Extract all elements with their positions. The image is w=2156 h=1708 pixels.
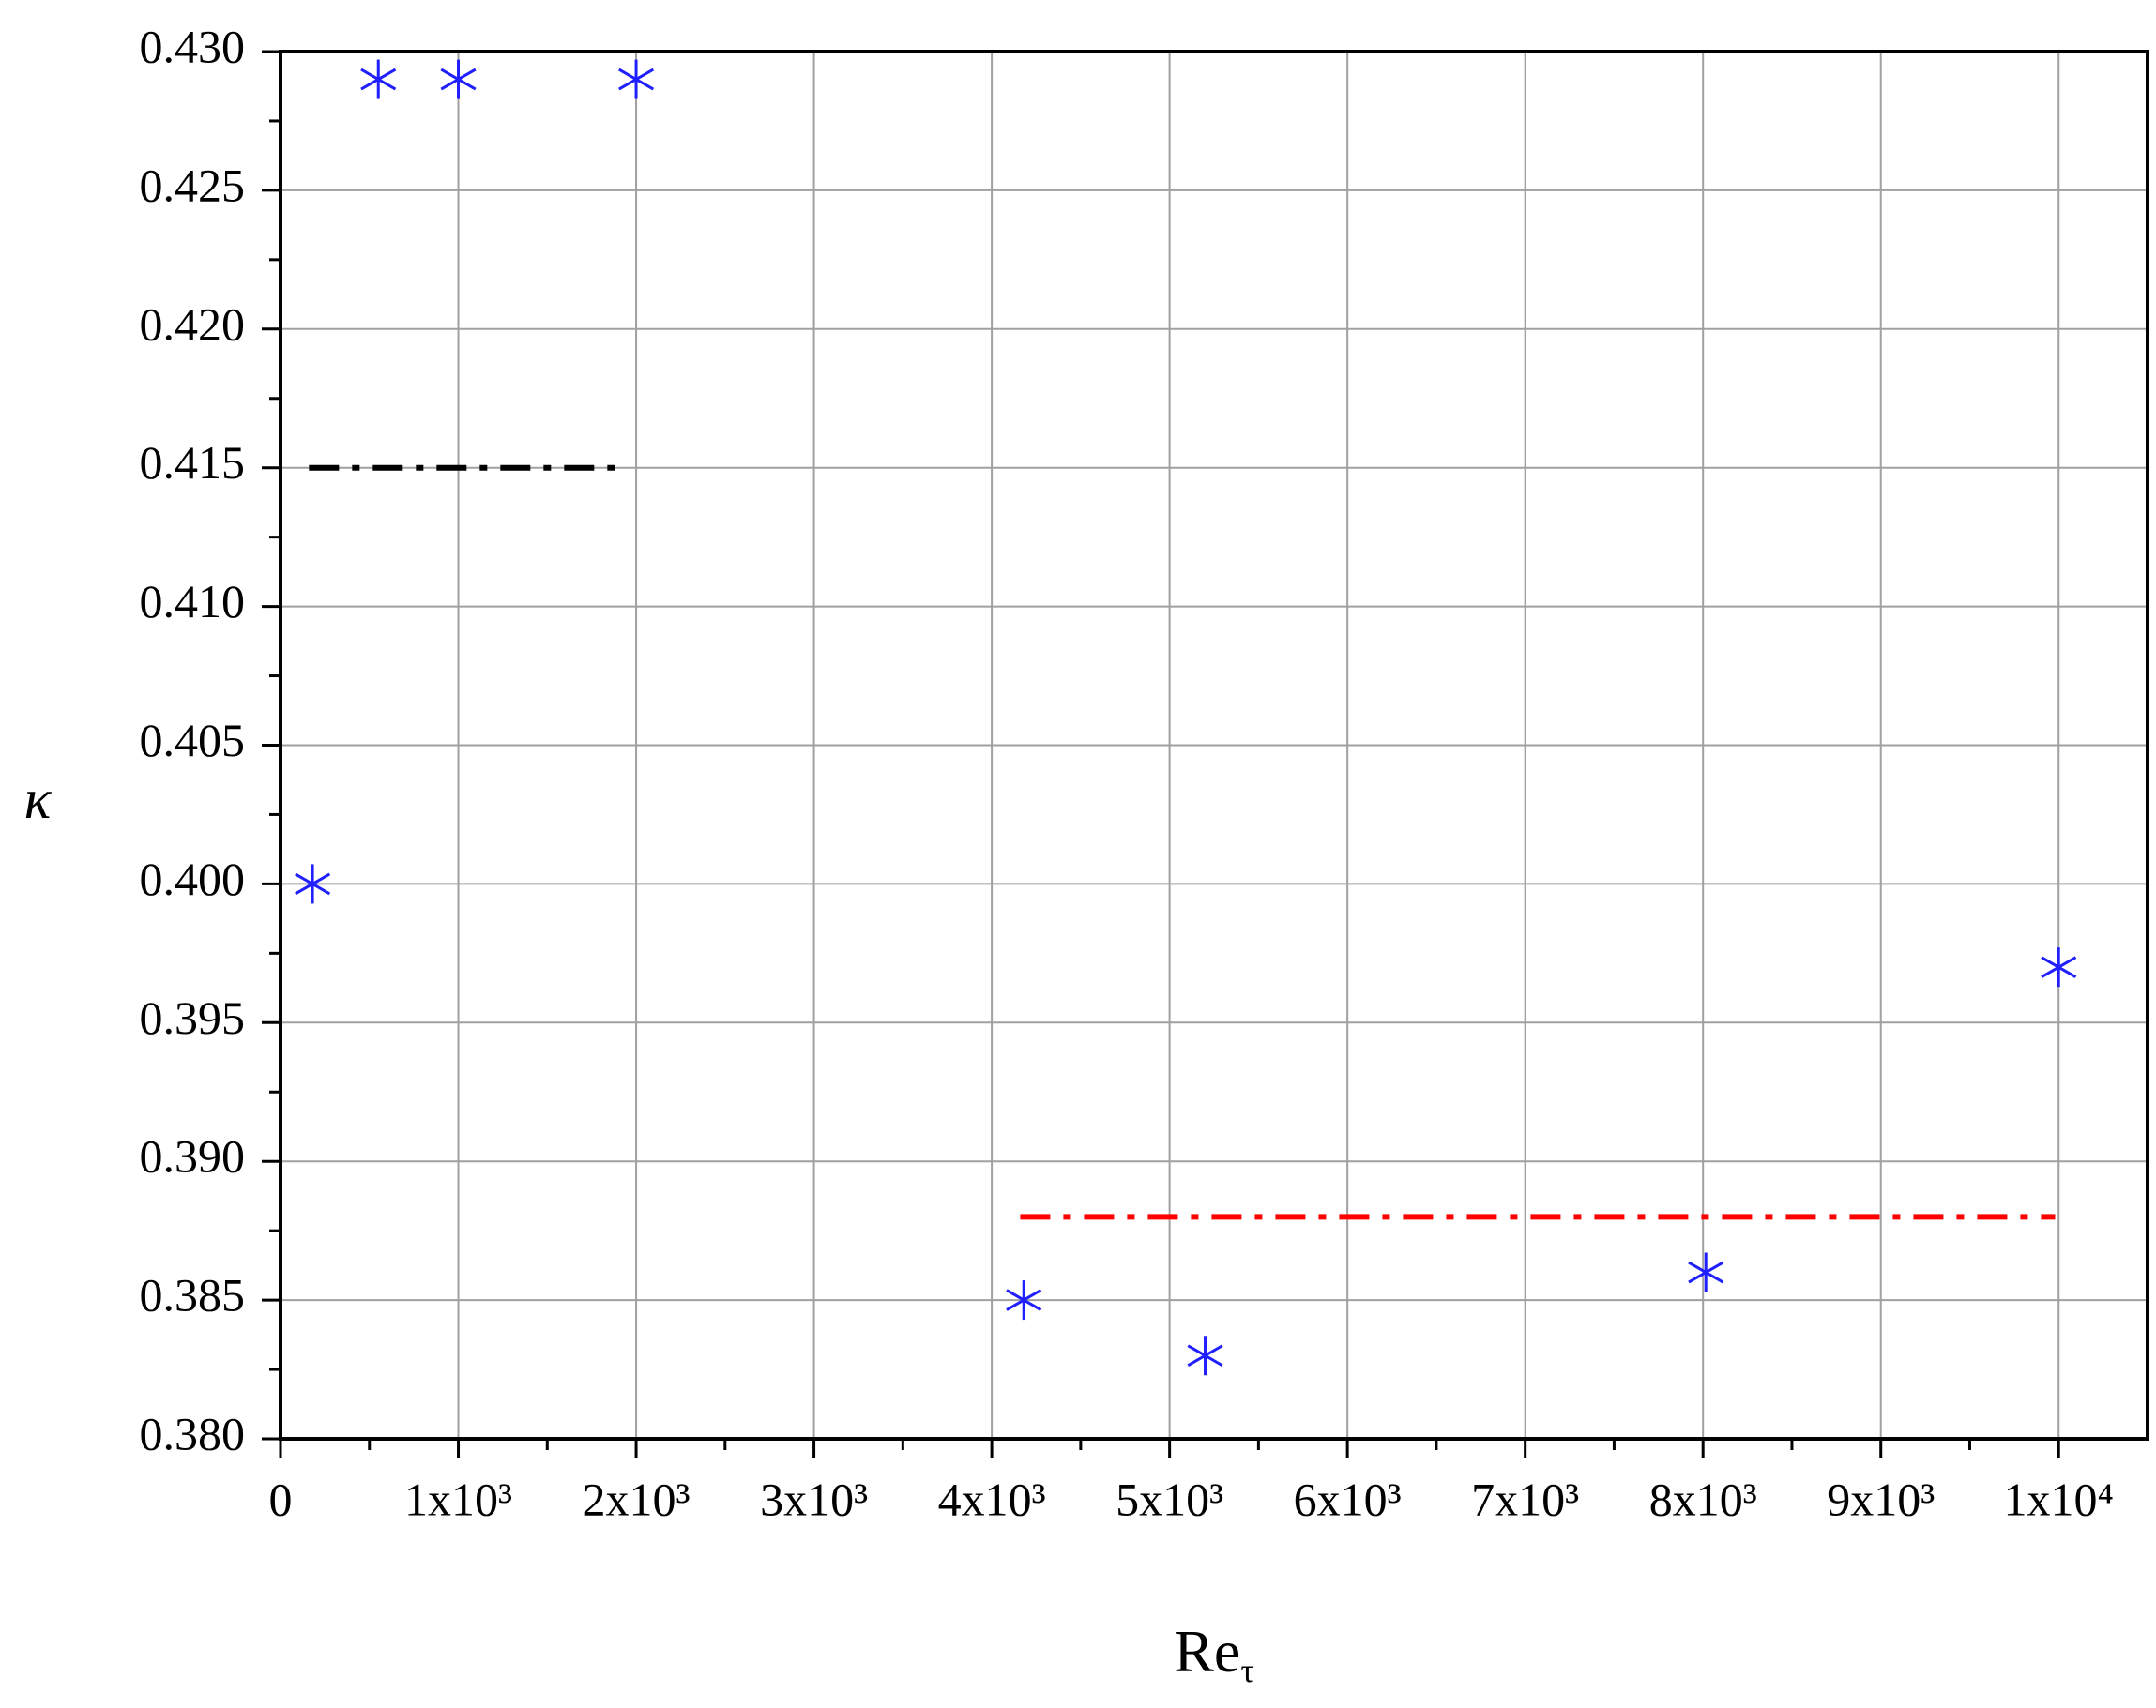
asterisk-marker [1688,1252,1724,1292]
marker-stroke [295,872,331,896]
marker-stroke [2041,956,2077,978]
y-axis-label: κ [24,768,53,830]
marker-stroke [440,68,477,91]
x-tick-label: 0 [269,1473,293,1525]
x-tick-label: 4x10³ [938,1473,1046,1525]
x-label-subscript: τ [1240,1652,1253,1689]
plot-frame [279,50,2149,1441]
y-tick-label: 0.405 [140,714,246,766]
y-tick-label: 0.390 [140,1130,246,1183]
y-tick-label: 0.385 [140,1269,246,1322]
marker-stroke [360,68,397,91]
x-label-text: Re [1174,1618,1240,1685]
y-tick-label: 0.415 [140,436,246,489]
asterisk-marker [2041,947,2077,988]
x-tick-label: 1x10⁴ [2004,1473,2114,1525]
asterisk-marker [618,59,655,99]
x-tick-label: 6x10³ [1294,1473,1402,1525]
x-tick-label: 1x10³ [404,1473,512,1525]
marker-stroke [618,68,655,91]
y-tick-label: 0.395 [140,991,246,1044]
marker-stroke [1187,1344,1223,1368]
x-tick-label: 9x10³ [1827,1473,1935,1525]
y-tick-label: 0.380 [140,1407,246,1459]
x-tick-label: 7x10³ [1471,1473,1579,1525]
x-tick-label: 2x10³ [583,1473,691,1525]
y-tick-label: 0.400 [140,853,246,905]
asterisk-marker [440,59,477,99]
x-tick-label: 8x10³ [1649,1473,1757,1525]
asterisk-marker [360,59,397,99]
x-tick-label: 3x10³ [760,1473,868,1525]
asterisk-marker [295,864,331,904]
marker-stroke [1006,1289,1042,1311]
asterisk-marker [1187,1336,1223,1376]
x-tick-label: 5x10³ [1116,1473,1223,1525]
y-tick-label: 0.410 [140,575,246,627]
y-tick-label: 0.425 [140,159,246,211]
x-axis-label: Reτ [1174,1618,1254,1690]
marker-stroke [1688,1261,1724,1284]
y-tick-label: 0.430 [140,20,246,72]
asterisk-marker [1006,1280,1042,1321]
y-tick-label: 0.420 [140,297,246,350]
